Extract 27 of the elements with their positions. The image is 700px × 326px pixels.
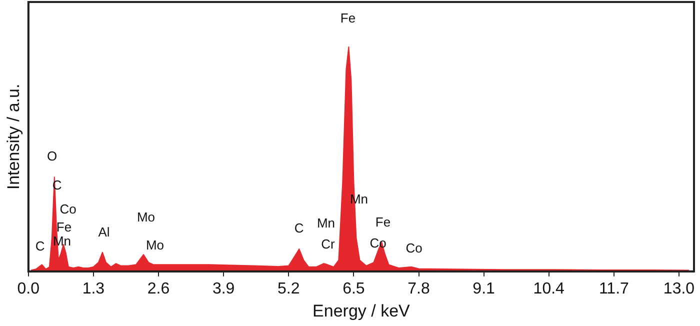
x-tick-label: 9.1 xyxy=(472,280,496,298)
x-tick-label: 10.4 xyxy=(533,280,565,298)
x-tick-label: 5.2 xyxy=(278,280,300,298)
x-axis-title: Energy / keV xyxy=(312,301,411,320)
annotation: C xyxy=(35,238,45,254)
x-tick-label: 0.0 xyxy=(17,280,40,298)
annotation: Al xyxy=(98,224,110,240)
annotation: Co xyxy=(406,240,422,256)
y-axis-title: Intensity / a.u. xyxy=(4,84,23,190)
text: Fe xyxy=(340,10,356,26)
annotation: C xyxy=(294,220,304,236)
x-tick-label: 2.6 xyxy=(147,280,170,298)
x-tick-label: 11.7 xyxy=(598,280,630,298)
annotation: Mo xyxy=(136,210,156,225)
x-tick-label: 13.0 xyxy=(663,280,695,298)
annotation: Mn xyxy=(316,216,336,231)
annotation: Fe xyxy=(375,214,391,230)
annotation: O xyxy=(46,148,58,164)
x-tick-label: 6.5 xyxy=(342,280,365,298)
annotation: Co xyxy=(60,202,76,217)
annotation: Mo xyxy=(146,238,164,253)
x-tick-label: 1.3 xyxy=(82,280,105,298)
x-tick-label: 3.9 xyxy=(212,280,235,298)
annotation: Fe xyxy=(56,220,72,235)
annotation: Co xyxy=(370,236,386,251)
x-tick-label: 7.8 xyxy=(408,280,430,298)
annotation: Cr xyxy=(321,236,336,252)
